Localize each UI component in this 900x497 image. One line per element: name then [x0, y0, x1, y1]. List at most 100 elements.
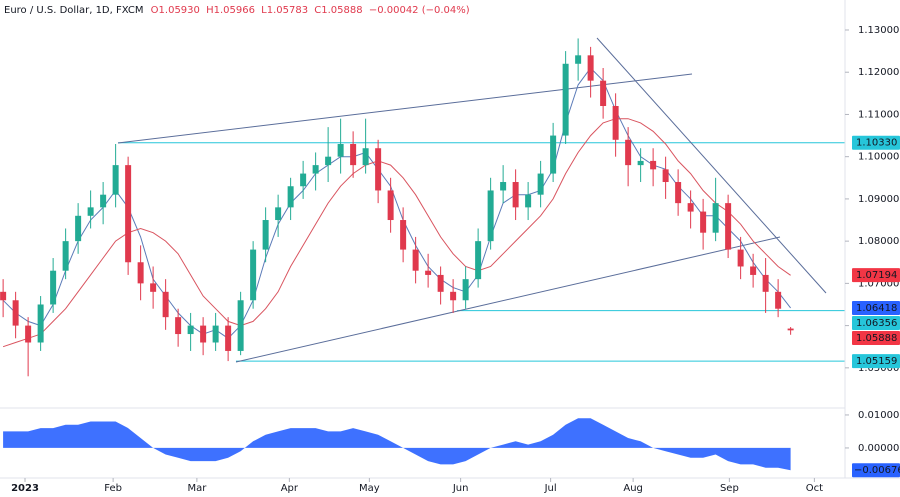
price-label: 1.05888: [856, 333, 897, 344]
x-tick-label: Oct: [806, 483, 823, 494]
candle-body: [237, 300, 244, 351]
price-label: 1.05159: [856, 356, 897, 367]
candle-body: [425, 270, 432, 275]
candle-body: [387, 190, 394, 221]
candle-body: [75, 215, 82, 242]
y-tick-label: 0.01000: [858, 410, 899, 421]
candle-body: [512, 182, 519, 208]
candle-body: [162, 291, 169, 318]
price-label-box: [852, 354, 900, 369]
x-tick-label: May: [359, 483, 380, 494]
price-label: 1.06356: [856, 318, 897, 329]
price-label-box: [852, 330, 900, 345]
candle-body: [550, 135, 557, 174]
y-tick-label: 1.07000: [858, 278, 899, 289]
candle-body: [700, 211, 707, 233]
x-tick-label: 2023: [11, 483, 39, 494]
trend-lines: [117, 37, 827, 363]
oscillator-label: −0.00676: [854, 465, 900, 476]
moving-average: [2, 118, 791, 348]
candle-body: [475, 241, 482, 280]
candle-body: [175, 317, 182, 335]
y-tick-label: 1.10000: [858, 152, 899, 163]
candle-body: [587, 55, 594, 81]
candle-body: [125, 165, 132, 263]
price-label: 1.10330: [856, 138, 897, 149]
candle-body: [300, 173, 307, 187]
candle-body: [500, 182, 507, 191]
trend-line: [117, 73, 693, 144]
y-tick-label: 1.12000: [858, 67, 899, 78]
candle-body: [62, 241, 69, 271]
candle-body: [487, 190, 494, 242]
trend-line: [235, 236, 781, 363]
candle-body: [325, 156, 332, 166]
candle-body: [137, 262, 144, 284]
candle-body: [37, 304, 44, 343]
header: Euro / U.S. Dollar, 1D, FXCM O1.05930 H1…: [4, 5, 470, 16]
candle-body: [600, 80, 607, 107]
candle-body: [50, 270, 57, 305]
candle-body: [150, 283, 157, 292]
candle-body: [575, 55, 582, 64]
candle-body: [262, 220, 269, 250]
x-tick-label: Mar: [187, 483, 207, 494]
oscillator-label-box: [852, 463, 900, 478]
candle-body: [762, 274, 769, 292]
y-tick-label: 1.08000: [858, 236, 899, 247]
candle-body: [637, 160, 644, 166]
candle-body: [450, 291, 457, 301]
candle-body: [225, 325, 232, 351]
candle-body: [250, 249, 257, 301]
candle-body: [87, 207, 94, 216]
y-tick-label: 1.13000: [858, 25, 899, 36]
price-label-box: [852, 135, 900, 150]
candle-body: [400, 220, 407, 250]
candle-body: [375, 148, 382, 191]
candle-body: [625, 139, 632, 166]
candle-body: [712, 203, 719, 233]
x-tick-label: Feb: [104, 483, 122, 494]
high: H1.05966: [206, 5, 255, 16]
candle-body: [112, 165, 119, 195]
candle-body: [25, 325, 32, 343]
y-tick-label: 1.05000: [858, 363, 899, 374]
candle-body: [737, 249, 744, 267]
oscillator-area: [3, 418, 791, 471]
candle-body: [350, 144, 357, 166]
candle-body: [462, 279, 469, 301]
candle-body: [187, 325, 194, 335]
candle-body: [775, 291, 782, 309]
x-tick-label: Apr: [281, 483, 299, 494]
candle-body: [212, 325, 219, 343]
candle-body: [687, 203, 694, 212]
symbol: Euro / U.S. Dollar, 1D, FXCM: [4, 5, 143, 16]
candle-body: [337, 144, 344, 157]
low: L1.05783: [261, 5, 308, 16]
open: O1.05930: [151, 5, 200, 16]
candle-body: [0, 291, 7, 301]
candle-body: [662, 169, 669, 183]
candle-body: [362, 148, 369, 166]
y-tick-label: 1.09000: [858, 194, 899, 205]
candle-body: [787, 328, 794, 331]
trend-line: [596, 37, 827, 294]
price-label-box: [852, 268, 900, 283]
moving-average: [2, 67, 791, 339]
candle-body: [750, 266, 757, 275]
price-label: 1.07194: [856, 270, 897, 281]
candle-body: [12, 300, 19, 326]
candle-body: [275, 207, 282, 221]
candle-body: [437, 274, 444, 292]
candle-body: [650, 160, 657, 170]
candle-body: [200, 325, 207, 343]
candle-body: [312, 165, 319, 174]
close: C1.05888: [314, 5, 362, 16]
candle-body: [612, 106, 619, 140]
candle-body: [537, 173, 544, 195]
price-label: 1.06418: [856, 303, 897, 314]
candle-body: [287, 186, 294, 208]
x-tick-label: Aug: [623, 483, 643, 494]
